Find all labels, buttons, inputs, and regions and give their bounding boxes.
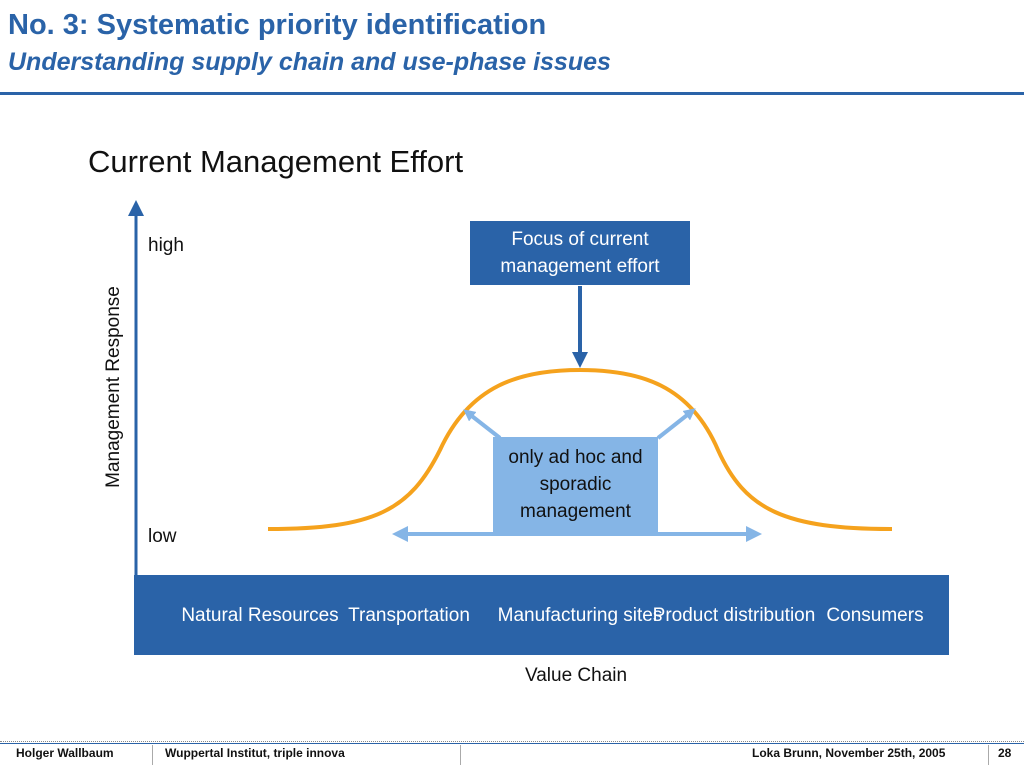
- left-diagonal-arrow: [463, 409, 502, 440]
- slide-title: No. 3: Systematic priority identificatio…: [8, 9, 547, 41]
- value-chain-bar: Natural Resources Transportation Manufac…: [134, 575, 949, 655]
- stage-natural-resources: Natural Resources: [181, 604, 339, 626]
- footer-separator: [152, 745, 153, 765]
- footer-organization: Wuppertal Institut, triple innova: [165, 746, 345, 760]
- title-divider: [0, 92, 1024, 95]
- management-effort-curve: [267, 367, 893, 531]
- footer-separator: [988, 745, 989, 765]
- right-diagonal-arrow: [656, 408, 696, 440]
- span-arrow-right-head: [746, 526, 762, 542]
- stage-consumers: Consumers: [826, 604, 924, 626]
- footer-presenter-date: Loka Brunn, November 25th, 2005: [752, 746, 946, 760]
- x-axis-label: Value Chain: [524, 665, 628, 686]
- footer-dotted-rule: [0, 741, 1024, 742]
- stage-product-distribution: Product distribution: [652, 604, 816, 626]
- stage-manufacturing-sites: Manufacturing sites: [497, 604, 663, 626]
- low-label: low: [148, 526, 177, 547]
- y-axis-label: Management Response: [103, 286, 124, 488]
- diagram-heading: Current Management Effort: [88, 144, 464, 179]
- slide-subtitle: Understanding supply chain and use-phase…: [8, 48, 611, 76]
- footer-author: Holger Wallbaum: [16, 746, 114, 760]
- focus-arrowhead: [572, 352, 588, 368]
- adhoc-management-box: only ad hoc and sporadic management: [493, 437, 658, 532]
- footer-rule: [0, 743, 1024, 744]
- page-number: 28: [998, 746, 1012, 760]
- span-arrow-left-head: [392, 526, 408, 542]
- high-label: high: [148, 235, 184, 256]
- footer-separator: [460, 745, 461, 765]
- y-axis-arrowhead: [128, 200, 144, 216]
- focus-box: Focus of current management effort: [470, 221, 690, 285]
- stage-transportation: Transportation: [348, 604, 470, 626]
